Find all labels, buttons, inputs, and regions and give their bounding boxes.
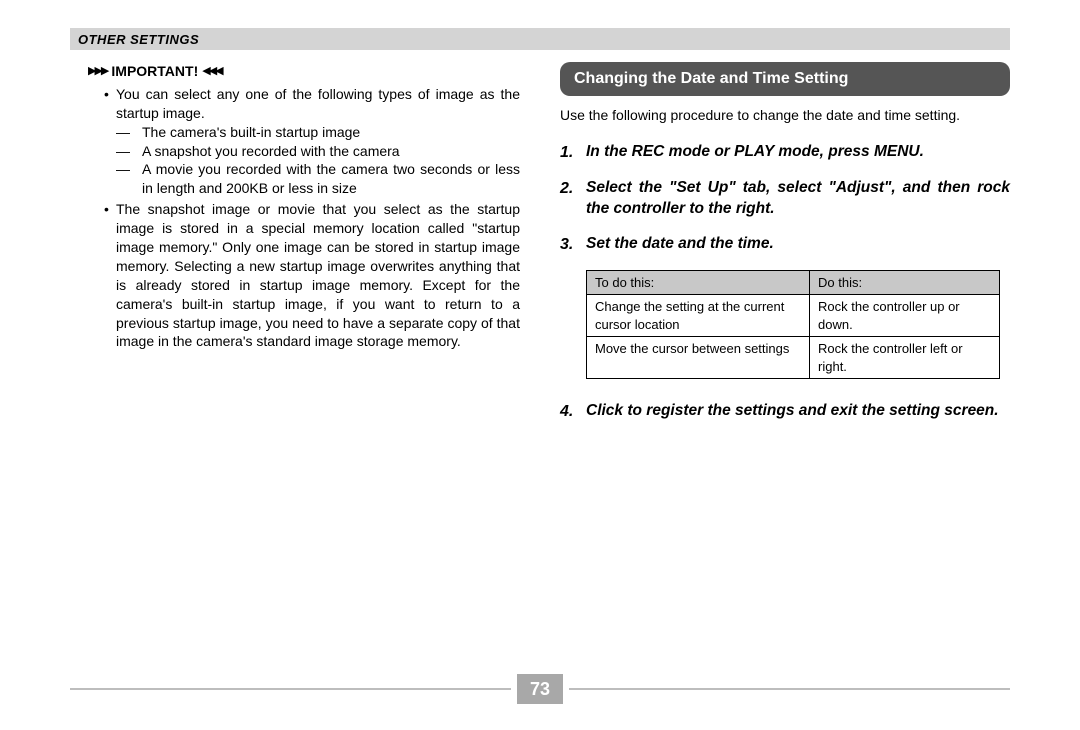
two-column-layout: ▶▶▶ IMPORTANT! ◀◀◀ You can select any on… [70,62,1010,437]
manual-page: OTHER SETTINGS ▶▶▶ IMPORTANT! ◀◀◀ You ca… [0,0,1080,730]
triangle-right-icon: ▶▶▶ [88,64,107,79]
bullet-item: You can select any one of the following … [104,85,520,198]
important-heading: ▶▶▶ IMPORTANT! ◀◀◀ [70,62,520,81]
step-number: 2. [560,178,580,220]
step-3: 3. Set the date and the time. [560,234,1010,256]
right-column: Changing the Date and Time Setting Use t… [560,62,1010,437]
section-header-title: OTHER SETTINGS [78,32,199,47]
step-number: 3. [560,234,580,256]
left-column: ▶▶▶ IMPORTANT! ◀◀◀ You can select any on… [70,62,520,437]
dash-item: A snapshot you recorded with the camera [116,142,520,161]
step-text: Select the "Set Up" tab, select "Adjust"… [586,178,1010,220]
dash-item: A movie you recorded with the camera two… [116,160,520,198]
step-text: Click to register the settings and exit … [586,401,1010,423]
step-text: Set the date and the time. [586,234,1010,256]
table-cell: Move the cursor between settings [587,337,810,379]
table-header-row: To do this: Do this: [587,270,1000,295]
dash-item: The camera's built-in startup image [116,123,520,142]
table-cell: Rock the controller up or down. [810,295,1000,337]
step-number: 4. [560,401,580,423]
bullet-text: You can select any one of the following … [116,86,520,121]
footer-line-right [569,688,1010,690]
dash-list: The camera's built-in startup image A sn… [116,123,520,199]
table-row: Move the cursor between settings Rock th… [587,337,1000,379]
intro-text: Use the following procedure to change th… [560,106,1010,125]
table-cell: Rock the controller left or right. [810,337,1000,379]
instruction-table: To do this: Do this: Change the setting … [586,270,1000,380]
page-number-badge: 73 [517,674,563,704]
table-header-cell: Do this: [810,270,1000,295]
table-header-cell: To do this: [587,270,810,295]
triangle-left-icon: ◀◀◀ [202,64,221,79]
step-1: 1. In the REC mode or PLAY mode, press M… [560,142,1010,164]
step-4: 4. Click to register the settings and ex… [560,401,1010,423]
section-header-bar: OTHER SETTINGS [70,28,1010,50]
section-heading-pill: Changing the Date and Time Setting [560,62,1010,96]
bullet-list: You can select any one of the following … [70,85,520,351]
step-2: 2. Select the "Set Up" tab, select "Adju… [560,178,1010,220]
table-cell: Change the setting at the current cursor… [587,295,810,337]
page-footer: 73 [70,674,1010,704]
step-text: In the REC mode or PLAY mode, press MENU… [586,142,1010,164]
bullet-item: The snapshot image or movie that you sel… [104,200,520,351]
important-label: IMPORTANT! [111,62,198,81]
footer-line-left [70,688,511,690]
step-number: 1. [560,142,580,164]
table-row: Change the setting at the current cursor… [587,295,1000,337]
